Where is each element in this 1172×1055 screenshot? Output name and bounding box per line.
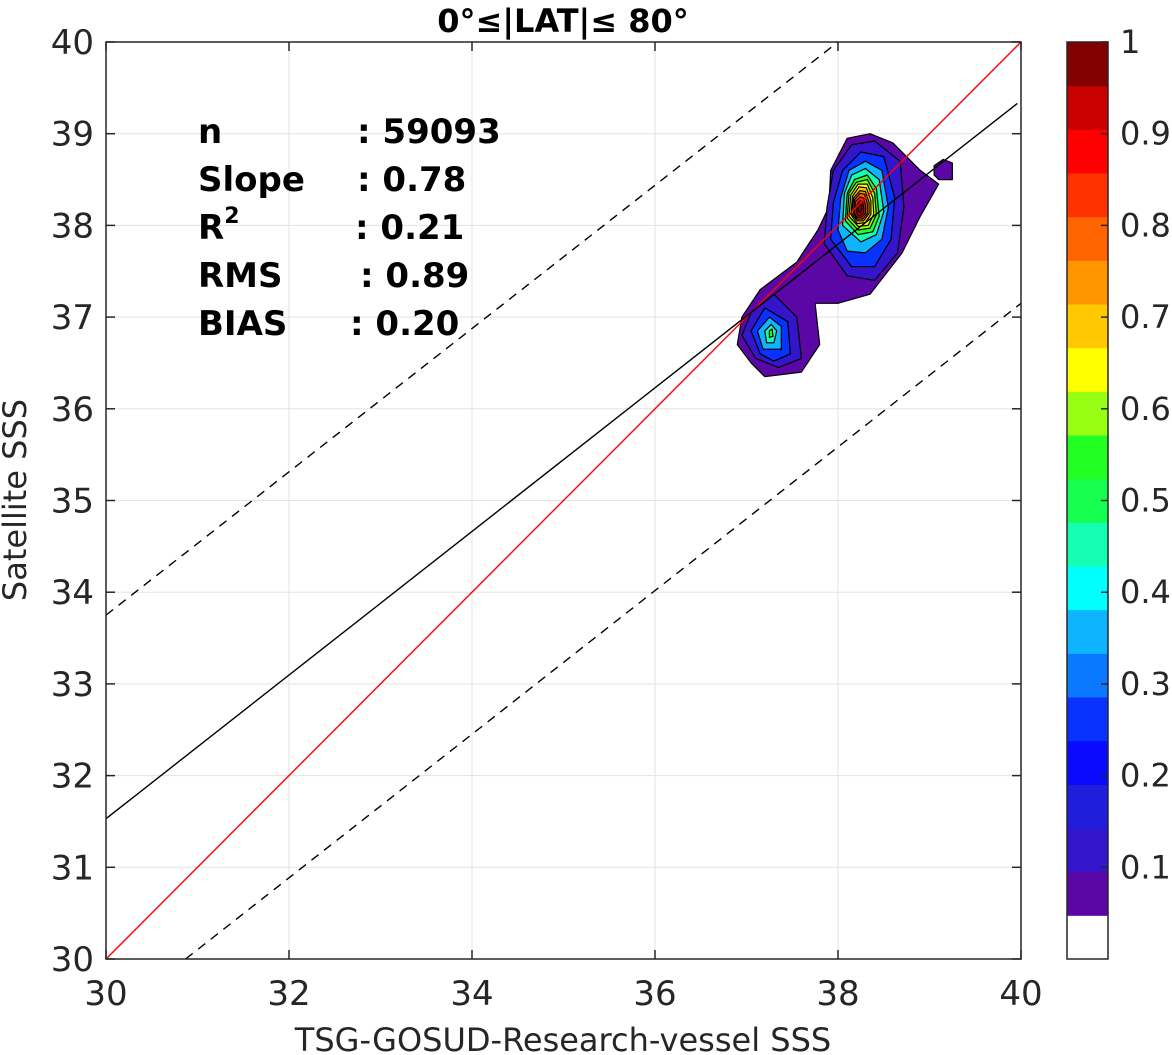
colorbar-tick-label: 0.1 bbox=[1120, 848, 1171, 886]
axis-ticks: 30 32 34 36 38 40 30 31 32 33 34 35 36 37 38 39 40 bbox=[51, 23, 1043, 1014]
chart-title: 0°≤|LAT|≤ 80° bbox=[437, 2, 688, 41]
colorbar-swatch bbox=[1067, 566, 1108, 611]
y-tick-label: 33 bbox=[51, 665, 94, 705]
colorbar-swatch bbox=[1067, 653, 1108, 698]
colorbar-swatch bbox=[1067, 435, 1108, 480]
stat-value: : 0.78 bbox=[357, 160, 466, 200]
y-tick-label: 30 bbox=[51, 940, 94, 980]
density-contours bbox=[736, 133, 954, 378]
colorbar-swatch bbox=[1067, 85, 1108, 130]
colorbar-swatch bbox=[1067, 347, 1108, 392]
stat-value: : 59093 bbox=[357, 112, 501, 152]
stat-value: : 0.21 bbox=[355, 208, 464, 248]
upper-bound-line bbox=[105, 41, 839, 616]
y-tick-label: 40 bbox=[51, 23, 94, 63]
colorbar-swatch bbox=[1067, 697, 1108, 742]
x-tick-label: 40 bbox=[999, 974, 1042, 1014]
y-tick-label: 37 bbox=[51, 298, 94, 338]
one-to-one-line bbox=[105, 41, 1022, 960]
x-tick-label: 30 bbox=[84, 974, 127, 1014]
y-tick-label: 34 bbox=[51, 573, 94, 613]
reference-lines bbox=[105, 41, 1022, 960]
colorbar: 0.1 0.2 0.3 0.4 0.5 0.6 0.7 0.8 0.9 1 bbox=[1066, 23, 1171, 960]
colorbar-swatch bbox=[1067, 609, 1108, 654]
x-tick-label: 38 bbox=[816, 974, 859, 1014]
colorbar-tick-label: 0.3 bbox=[1120, 665, 1171, 703]
colorbar-swatch bbox=[1067, 871, 1108, 916]
y-tick-label: 32 bbox=[51, 757, 94, 797]
y-tick-label: 38 bbox=[51, 206, 94, 246]
density-contour-level bbox=[768, 328, 774, 338]
stat-name: BIAS bbox=[198, 304, 287, 344]
colorbar-swatch bbox=[1067, 129, 1108, 174]
y-tick-label: 31 bbox=[51, 848, 94, 888]
colorbar-tick-label: 0.4 bbox=[1120, 573, 1171, 611]
stat-value: : 0.89 bbox=[360, 256, 469, 296]
x-tick-label: 32 bbox=[267, 974, 310, 1014]
stat-superscript: 2 bbox=[224, 204, 239, 229]
stat-name: Slope bbox=[198, 160, 305, 200]
x-tick-label: 36 bbox=[633, 974, 676, 1014]
colorbar-swatch bbox=[1067, 915, 1108, 960]
colorbar-swatch bbox=[1067, 216, 1108, 261]
colorbar-swatch bbox=[1067, 740, 1108, 785]
stat-name: n bbox=[198, 112, 222, 152]
stat-value: : 0.20 bbox=[350, 304, 459, 344]
colorbar-swatch bbox=[1067, 42, 1108, 87]
x-tick-label: 34 bbox=[450, 974, 493, 1014]
colorbar-swatch bbox=[1067, 784, 1108, 829]
colorbar-tick-label: 0.6 bbox=[1120, 390, 1171, 428]
grid-lines bbox=[105, 41, 1022, 960]
colorbar-tick-label: 0.7 bbox=[1120, 298, 1171, 336]
colorbar-tick-label: 0.2 bbox=[1120, 757, 1171, 795]
lower-bound-line bbox=[185, 302, 1022, 960]
colorbar-tick-label: 0.9 bbox=[1120, 115, 1171, 153]
stat-name: RMS bbox=[198, 256, 283, 296]
y-tick-label: 36 bbox=[51, 390, 94, 430]
colorbar-swatch bbox=[1067, 173, 1108, 218]
colorbar-swatch bbox=[1067, 260, 1108, 305]
regression-fit-line bbox=[105, 102, 1018, 820]
colorbar-tick-label: 0.8 bbox=[1120, 206, 1171, 244]
colorbar-swatch bbox=[1067, 828, 1108, 873]
y-tick-label: 39 bbox=[51, 115, 94, 155]
colorbar-tick-label: 0.5 bbox=[1120, 482, 1171, 520]
colorbar-swatch bbox=[1067, 391, 1108, 436]
y-tick-label: 35 bbox=[51, 482, 94, 522]
colorbar-tick-label: 1 bbox=[1120, 23, 1140, 61]
y-axis-label: Satellite SSS bbox=[0, 399, 34, 601]
colorbar-swatch bbox=[1067, 522, 1108, 567]
colorbar-swatch bbox=[1067, 304, 1108, 349]
x-axis-label: TSG-GOSUD-Research-vessel SSS bbox=[294, 1021, 831, 1055]
